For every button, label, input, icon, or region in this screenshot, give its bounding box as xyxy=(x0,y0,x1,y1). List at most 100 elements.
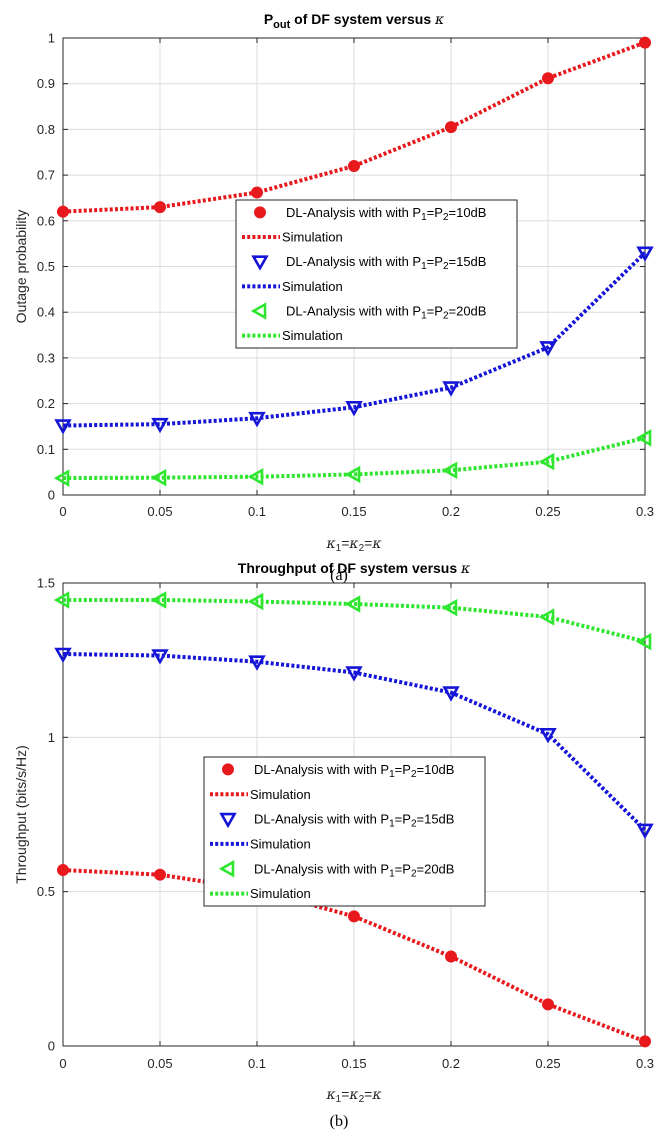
y-tick-label: 0 xyxy=(48,1039,55,1054)
legend-label-analysis: DL-Analysis with with P1=P2=20dB xyxy=(286,304,486,322)
legend-marker-series-2 xyxy=(251,255,269,271)
x-tick-label: 0.3 xyxy=(636,504,654,519)
data-point-series-3 xyxy=(53,591,70,609)
data-point-series-3 xyxy=(635,429,652,447)
data-point-series-2 xyxy=(54,647,72,664)
data-point-series-3 xyxy=(635,632,652,651)
x-tick-label: 0.25 xyxy=(535,504,560,519)
data-point-series-1 xyxy=(57,205,69,218)
x-tick-label: 0.25 xyxy=(535,1056,560,1071)
y-axis-label: Throughput (bits/s/Hz) xyxy=(13,745,29,884)
y-tick-label: 0.5 xyxy=(37,884,55,899)
chart-title: Pout of DF system versus κ xyxy=(264,11,444,31)
legend-label-simulation: Simulation xyxy=(282,279,343,294)
y-tick-label: 0.5 xyxy=(37,259,55,274)
x-tick-label: 0.05 xyxy=(147,1056,172,1071)
y-tick-label: 0 xyxy=(48,488,55,503)
x-tick-label: 0.3 xyxy=(636,1056,654,1071)
simulation-line-series-2 xyxy=(62,251,647,428)
data-point-series-1 xyxy=(639,1035,651,1048)
y-tick-label: 0.4 xyxy=(37,305,55,320)
data-point-series-1 xyxy=(445,121,457,134)
y-tick-label: 0.9 xyxy=(37,76,55,91)
chart-panel-b: 0 0.05 0.1 0.15 0.2 0.25 0.3 0 0.5 1 1.5 Throughput… xyxy=(13,560,654,1130)
data-point-series-2 xyxy=(442,686,460,702)
data-point-series-1 xyxy=(57,864,69,877)
y-tick-label: 0.7 xyxy=(37,168,55,183)
y-tick-label: 1 xyxy=(48,31,55,46)
data-point-series-3 xyxy=(150,468,167,487)
data-point-series-1 xyxy=(542,998,554,1011)
legend-label-simulation: Simulation xyxy=(282,230,343,245)
legend-marker-series-3 xyxy=(218,860,235,878)
legend-label-simulation: Simulation xyxy=(282,328,343,343)
data-point-series-1 xyxy=(154,201,166,214)
data-point-series-2 xyxy=(636,246,654,262)
data-point-series-2 xyxy=(54,419,72,435)
legend-box xyxy=(235,199,518,349)
y-tick-label: 0.3 xyxy=(37,350,55,365)
data-point-series-3 xyxy=(441,598,458,617)
legend-label-analysis: DL-Analysis with with P1=P2=10dB xyxy=(254,762,454,780)
y-tick-label: 0.2 xyxy=(37,396,55,411)
data-point-series-3 xyxy=(150,591,167,609)
data-point-series-3 xyxy=(538,608,555,626)
chart-panel-a: 0 0.05 0.1 0.15 0.2 0.25 0.3 0 0.1 0.2 0.3 0.4 0.5 0.… xyxy=(13,11,654,584)
legend-label-analysis: DL-Analysis with with P1=P2=20dB xyxy=(254,861,454,879)
y-tick-label: 0.8 xyxy=(37,122,55,137)
x-axis-label: κ1=κ2=κ xyxy=(325,1086,381,1105)
data-point-series-1 xyxy=(251,186,263,199)
data-point-series-1 xyxy=(154,868,166,881)
data-point-series-3 xyxy=(344,465,361,484)
legend-marker-series-1 xyxy=(254,206,266,219)
x-tick-label: 0.05 xyxy=(147,504,172,519)
panel-caption: (b) xyxy=(330,1113,349,1130)
simulation-line-series-3 xyxy=(62,435,646,481)
y-tick-label: 0.1 xyxy=(37,442,55,457)
data-point-series-2 xyxy=(248,411,266,428)
x-tick-label: 0 xyxy=(59,504,66,519)
data-point-series-3 xyxy=(538,452,555,471)
data-point-series-2 xyxy=(248,655,266,671)
data-point-series-1 xyxy=(542,72,554,85)
y-tick-label: 1 xyxy=(48,730,55,745)
data-point-series-2 xyxy=(539,727,557,744)
legend-label-simulation: Simulation xyxy=(250,886,311,901)
chart-title: Throughput of DF system versus κ xyxy=(238,560,470,577)
data-point-series-1 xyxy=(348,159,360,172)
legend-marker-series-1 xyxy=(222,763,234,776)
legend: DL-Analysis with with P1=P2=10dB Simulati… xyxy=(235,199,518,349)
legend-label-analysis: DL-Analysis with with P1=P2=15dB xyxy=(286,254,486,272)
data-point-series-1 xyxy=(639,36,651,49)
x-tick-label: 0.15 xyxy=(341,1056,366,1071)
data-point-series-3 xyxy=(247,592,264,611)
legend-marker-series-3 xyxy=(250,302,267,320)
x-tick-label: 0 xyxy=(59,1056,66,1071)
x-tick-label: 0.1 xyxy=(248,1056,266,1071)
x-tick-label: 0.1 xyxy=(248,504,266,519)
axes-box xyxy=(62,582,646,1047)
simulation-line-series-2 xyxy=(62,651,647,832)
y-tick-label: 0.6 xyxy=(37,213,55,228)
data-point-series-1 xyxy=(445,950,457,963)
x-axis-label: κ1=κ2=κ xyxy=(325,535,381,554)
x-tick-label: 0.15 xyxy=(341,504,366,519)
x-tick-label: 0.2 xyxy=(442,1056,460,1071)
data-point-series-1 xyxy=(348,910,360,923)
legend-marker-series-2 xyxy=(219,812,237,829)
legend: DL-Analysis with with P1=P2=10dB Simulati… xyxy=(203,756,486,907)
data-point-series-2 xyxy=(442,381,460,397)
data-point-series-3 xyxy=(247,467,264,486)
y-axis-label: Outage probability xyxy=(13,210,29,324)
data-point-series-2 xyxy=(151,417,169,434)
legend-box xyxy=(203,756,486,907)
legend-label-analysis: DL-Analysis with with P1=P2=10dB xyxy=(286,205,486,223)
legend-label-analysis: DL-Analysis with with P1=P2=15dB xyxy=(254,812,454,830)
data-point-series-3 xyxy=(53,469,70,487)
data-point-series-2 xyxy=(539,341,557,357)
data-point-series-2 xyxy=(151,649,169,665)
simulation-line-series-3 xyxy=(63,597,646,644)
x-tick-label: 0.2 xyxy=(442,504,460,519)
data-point-series-2 xyxy=(345,400,363,417)
